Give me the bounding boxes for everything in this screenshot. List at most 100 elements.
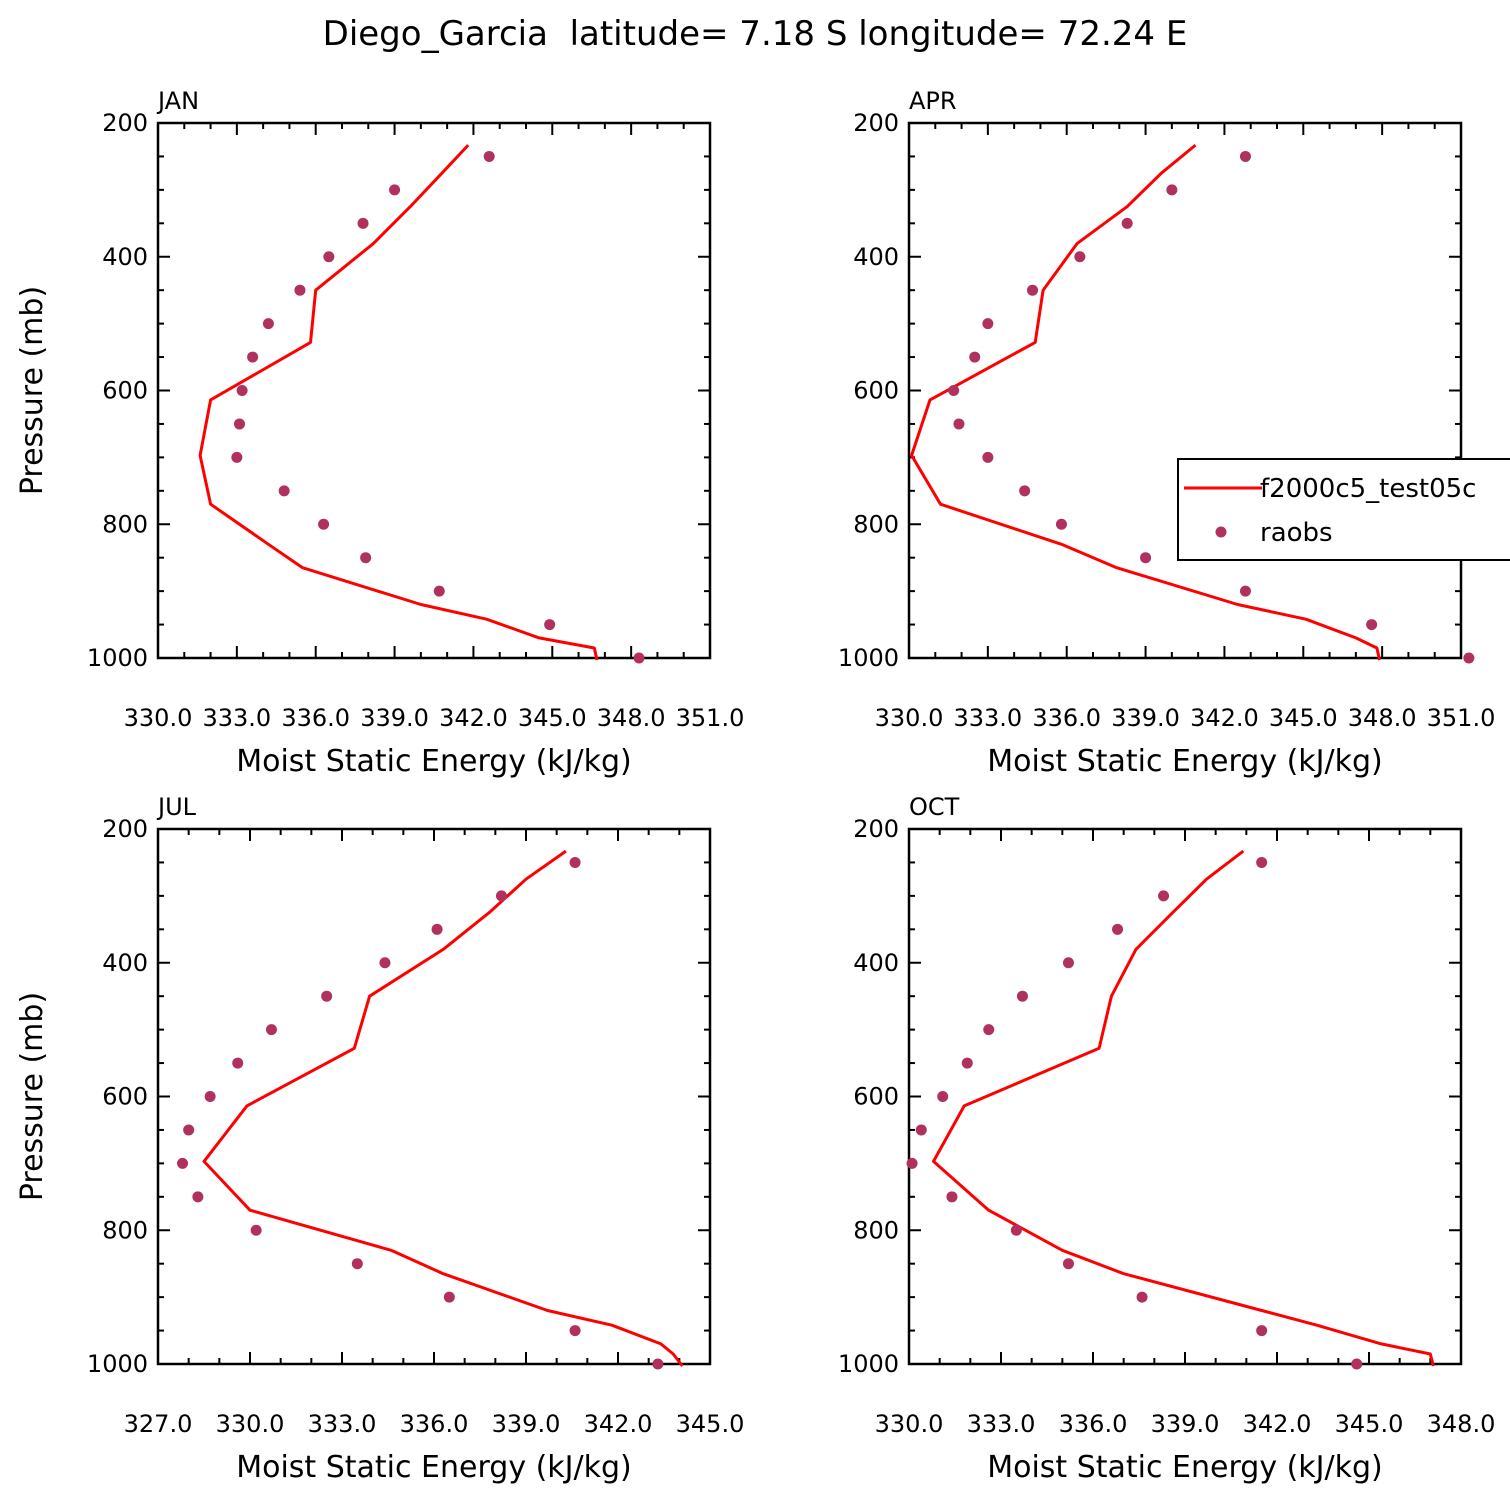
- obs-point: [915, 1124, 927, 1136]
- model-line: [910, 143, 1381, 661]
- x-tick-label: 339.0: [1111, 704, 1180, 732]
- obs-point: [294, 284, 306, 296]
- x-tick-label: 342.0: [1190, 704, 1259, 732]
- y-tick-label: 600: [102, 377, 148, 405]
- obs-point: [1239, 585, 1251, 597]
- y-tick-label: 400: [102, 949, 148, 977]
- legend-box: [1177, 458, 1510, 561]
- x-tick-label: 342.0: [439, 704, 508, 732]
- obs-point: [1256, 856, 1268, 868]
- x-tick-label: 339.0: [360, 704, 429, 732]
- obs-point: [360, 552, 372, 564]
- obs-point: [946, 1191, 958, 1203]
- model-line: [202, 849, 684, 1367]
- y-tick-label: 400: [853, 243, 899, 271]
- obs-point: [982, 451, 994, 463]
- x-tick-label: 342.0: [584, 1410, 653, 1438]
- x-tick-label: 333.0: [967, 1410, 1036, 1438]
- obs-point: [431, 923, 443, 935]
- obs-point: [357, 217, 369, 229]
- obs-point: [544, 619, 556, 631]
- obs-point: [633, 652, 645, 664]
- obs-point: [1121, 217, 1133, 229]
- obs-point: [983, 1024, 995, 1036]
- obs-point: [906, 1157, 918, 1169]
- obs-point: [204, 1091, 216, 1102]
- x-tick-label: 336.0: [1059, 1410, 1128, 1438]
- y-axis-label: Pressure (mb): [15, 286, 50, 495]
- obs-point: [1136, 1291, 1148, 1303]
- obs-point: [183, 1124, 195, 1136]
- plot-frame: [907, 827, 1463, 1366]
- legend-obs-label: raobs: [1260, 518, 1333, 548]
- x-axis-label: Moist Static Energy (kJ/kg): [236, 744, 632, 779]
- legend-model-label: f2000c5_test05c: [1260, 474, 1476, 504]
- obs-point: [232, 1057, 244, 1069]
- obs-point: [483, 150, 495, 162]
- obs-point: [982, 318, 994, 330]
- obs-point: [1366, 619, 1378, 631]
- obs-point: [265, 1024, 277, 1036]
- obs-point: [1166, 184, 1178, 196]
- obs-point: [247, 351, 259, 363]
- panel-jan: JAN 200 400 600 800 1000 330.0 333.0 336.0 339.0 3…: [15, 87, 744, 779]
- obs-point: [379, 957, 391, 969]
- panel-title: APR: [909, 87, 957, 115]
- obs-point: [1062, 1258, 1074, 1270]
- obs-point: [1074, 251, 1086, 263]
- obs-point: [351, 1258, 363, 1270]
- y-tick-label: 400: [102, 243, 148, 271]
- panel-apr: APR 200 400 600 800 1000 330.0 333.0 336.0 339.0 3…: [838, 87, 1495, 779]
- panel-jul: JUL 200 400 600 800 1000 327.0 330.0 333.0 336.0 3…: [15, 793, 744, 1485]
- figure-title: Diego_Garcia latitude= 7.18 S longitude=…: [323, 14, 1188, 54]
- obs-point: [433, 585, 445, 597]
- x-tick-label: 351.0: [1427, 704, 1496, 732]
- x-tick-label: 336.0: [1032, 704, 1101, 732]
- obs-point: [323, 251, 335, 263]
- x-tick-label: 339.0: [1151, 1410, 1220, 1438]
- y-tick-label: 800: [853, 510, 899, 538]
- obs-point: [1463, 652, 1475, 664]
- y-tick-label: 1000: [838, 644, 899, 672]
- x-tick-label: 333.0: [202, 704, 271, 732]
- obs-point: [1055, 518, 1067, 530]
- panel-oct: OCT 200 400 600 800 1000 330.0 333.0 336.0 339.0 3…: [838, 793, 1495, 1485]
- obs-point: [1112, 923, 1124, 935]
- obs-point: [262, 318, 274, 330]
- obs-point: [231, 451, 243, 463]
- obs-point: [953, 418, 965, 430]
- panel-title: JAN: [156, 87, 199, 115]
- obs-point: [236, 385, 248, 396]
- legend-obs-swatch: [1215, 526, 1227, 538]
- obs-point: [1016, 990, 1028, 1002]
- panels: JAN 200 400 600 800 1000 330.0 333.0 336.0 339.0 3…: [15, 87, 1495, 1485]
- obs-point: [443, 1291, 455, 1303]
- x-tick-label: 348.0: [1427, 1410, 1496, 1438]
- x-tick-label: 351.0: [676, 704, 745, 732]
- x-tick-label: 330.0: [875, 704, 944, 732]
- obs-point: [1158, 890, 1170, 902]
- x-tick-label: 345.0: [518, 704, 587, 732]
- obs-point: [233, 418, 245, 430]
- x-tick-label: 342.0: [1243, 1410, 1312, 1438]
- x-tick-label: 345.0: [1335, 1410, 1404, 1438]
- obs-point: [961, 1057, 973, 1069]
- plot-frame: [156, 827, 712, 1366]
- y-tick-label: 600: [102, 1083, 148, 1111]
- obs-point: [937, 1091, 949, 1102]
- obs-point: [318, 518, 330, 530]
- obs-point: [389, 184, 401, 196]
- x-axis-label: Moist Static Energy (kJ/kg): [236, 1450, 632, 1485]
- x-tick-label: 336.0: [281, 704, 350, 732]
- y-tick-label: 200: [853, 109, 899, 137]
- plot-frame: [907, 121, 1463, 660]
- obs-point: [1140, 552, 1152, 564]
- y-tick-label: 800: [102, 1216, 148, 1244]
- obs-point: [177, 1157, 189, 1169]
- obs-point: [948, 385, 960, 396]
- obs-point: [569, 1325, 581, 1337]
- obs-point: [278, 485, 290, 497]
- obs-point: [321, 990, 333, 1002]
- y-tick-label: 800: [102, 510, 148, 538]
